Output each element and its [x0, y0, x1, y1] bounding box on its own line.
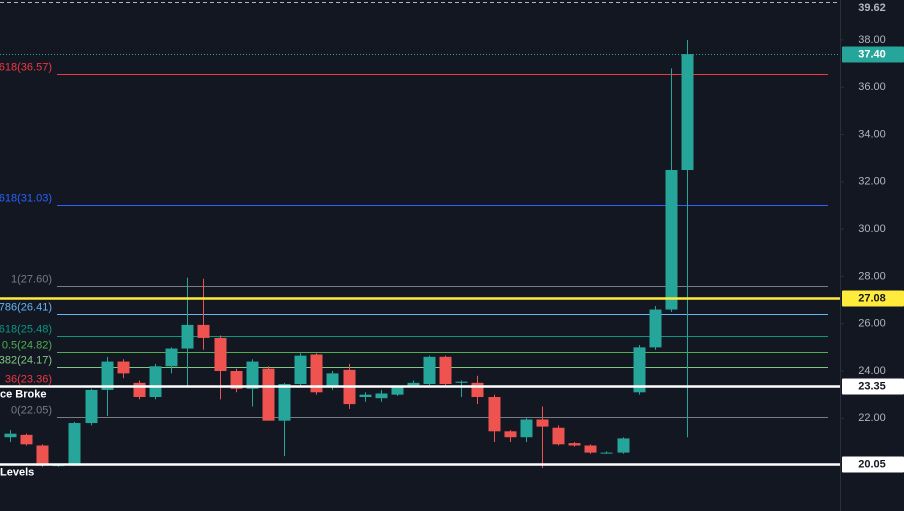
fib-label: 618(31.03) — [0, 192, 52, 204]
candle-body — [262, 368, 275, 421]
candle-body — [407, 382, 420, 387]
candle-body — [101, 361, 114, 390]
candle-body — [68, 423, 81, 466]
candle-body — [649, 309, 662, 348]
annotation: ce Broke — [0, 389, 46, 401]
y-tick-label: 22.00 — [858, 412, 886, 424]
fib-label: 36(23.36) — [5, 373, 52, 385]
candle-body — [4, 433, 17, 438]
price-label: 23.35 — [858, 380, 886, 392]
price-label: 27.08 — [858, 292, 886, 304]
annotation: Levels — [0, 467, 34, 479]
fib-label: 618(25.48) — [0, 323, 52, 335]
candle-body — [214, 337, 227, 372]
fib-label: 382(24.17) — [0, 354, 52, 366]
y-tick-label: 34.00 — [858, 128, 886, 140]
candle-body — [600, 452, 613, 454]
price-label: 20.05 — [858, 458, 886, 470]
candle-body — [681, 54, 694, 171]
candle-body — [375, 393, 388, 399]
candle-body — [536, 419, 549, 427]
candle-body — [326, 373, 339, 388]
y-tick-label: 24.00 — [858, 365, 886, 377]
candle-body — [471, 382, 484, 398]
y-tick-label: 28.00 — [858, 270, 886, 282]
candle-body — [488, 397, 501, 432]
price-label-box — [842, 456, 904, 473]
candle-body — [584, 445, 597, 453]
y-tick-label: 30.00 — [858, 223, 886, 235]
price-label-box — [842, 290, 904, 307]
fib-label: 0.5(24.82) — [2, 339, 52, 351]
fib-label: 1(27.60) — [11, 273, 52, 285]
candle-body — [85, 389, 98, 424]
candle-body — [117, 361, 130, 374]
candle-body — [246, 361, 259, 389]
candle-body — [552, 427, 565, 445]
candle-body — [504, 431, 517, 438]
fib-label: 786(26.41) — [0, 301, 52, 313]
candle-body — [439, 356, 452, 385]
candle-body — [230, 371, 243, 389]
candle-body — [165, 348, 178, 367]
candle-body — [36, 445, 49, 466]
candle-body — [20, 434, 33, 445]
candle-body — [665, 170, 678, 310]
candle-body — [617, 438, 630, 453]
candle-body — [278, 384, 291, 421]
candle-body — [520, 419, 533, 438]
candle-body — [568, 443, 581, 446]
price-label-box — [842, 378, 904, 395]
y-tick-label: 36.00 — [858, 81, 886, 93]
candle-body — [455, 381, 468, 383]
y-tick-label: 26.00 — [858, 318, 886, 330]
candle-body — [181, 324, 194, 349]
fib-label: 0(22.05) — [11, 404, 52, 416]
candle-body — [149, 366, 162, 398]
candle-body — [633, 347, 646, 393]
candle-body — [197, 324, 210, 338]
price-label: 39.62 — [858, 2, 886, 14]
price-label-box — [842, 46, 904, 63]
candle-body — [310, 354, 323, 393]
candle-body — [423, 356, 436, 385]
candle-body — [359, 394, 372, 398]
candle-body — [133, 382, 146, 398]
candle-body — [391, 386, 404, 395]
y-tick-label: 32.00 — [858, 176, 886, 188]
fib-label: 618(36.57) — [0, 61, 52, 73]
candle-body — [294, 355, 307, 385]
y-tick-label: 38.00 — [858, 34, 886, 46]
price-label: 37.40 — [858, 48, 886, 60]
